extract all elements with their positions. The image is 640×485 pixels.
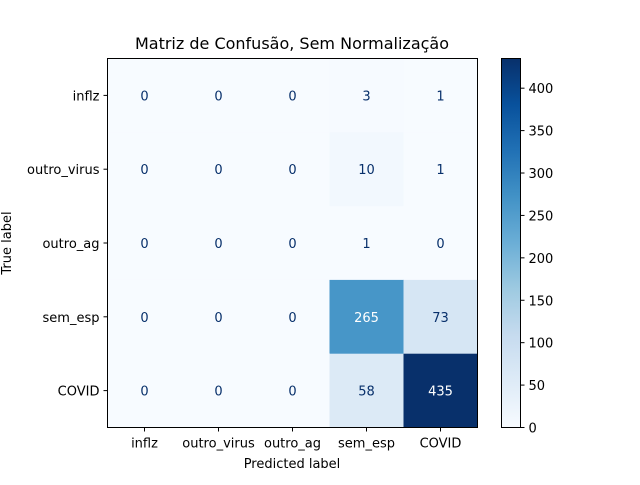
cell-value-label: 435 — [428, 385, 453, 400]
heatmap-cell — [107, 279, 182, 355]
cell-value-label: 3 — [362, 89, 370, 104]
colorbar-ticks: 0 50 100 150 200 250 300 350 400 — [520, 82, 554, 437]
y-tick-label: outro_ag — [42, 237, 99, 252]
cell-value-label: 0 — [140, 163, 148, 178]
cell-value-label: 73 — [432, 311, 449, 326]
y-tick-label: outro_virus — [27, 163, 100, 178]
cell-value-label: 0 — [214, 163, 222, 178]
cell-value-label: 0 — [140, 311, 148, 326]
colorbar — [501, 58, 521, 428]
colorbar-tick-label: 200 — [529, 252, 554, 267]
heatmap-cell — [181, 206, 256, 281]
heatmap-cell — [107, 353, 182, 428]
y-tick-label: inflz — [73, 89, 100, 104]
cell-value-label: 0 — [288, 385, 296, 400]
cell-value-label: 1 — [436, 163, 444, 178]
cell-value-label: 0 — [436, 237, 444, 252]
heatmap-cell — [255, 353, 330, 428]
cell-value-label: 1 — [436, 89, 444, 104]
x-tick-label: outro_virus — [182, 437, 255, 452]
heatmap-cell — [403, 58, 478, 133]
x-axis-ticks: inflz outro_virus outro_ag sem_esp COVID — [131, 427, 462, 452]
y-axis-label: True label — [0, 211, 15, 275]
heatmap-cell — [255, 279, 330, 355]
colorbar-tick-label: 350 — [529, 125, 554, 140]
cell-value-label: 0 — [288, 237, 296, 252]
heatmap-cell — [107, 132, 182, 207]
y-tick-label: sem_esp — [43, 311, 100, 326]
colorbar-tick-label: 250 — [529, 209, 554, 224]
heatmap-cell — [255, 58, 330, 133]
heatmap-cell — [255, 132, 330, 207]
colorbar-tick-label: 300 — [529, 167, 554, 182]
y-tick-label: COVID — [58, 385, 100, 400]
heatmap-cell — [181, 58, 256, 133]
cell-value-label: 0 — [140, 385, 148, 400]
heatmap-cell — [329, 353, 404, 428]
cell-value-labels: 0 0 0 3 10 0 0 10 10 0 0 1 00 0 0 265 730 0 0 58 435 — [140, 89, 453, 399]
cell-value-label: 0 — [214, 237, 222, 252]
heatmap-cell — [255, 206, 330, 281]
x-tick-label: inflz — [131, 437, 158, 452]
heatmap-cell — [403, 279, 478, 355]
x-axis-label: Predicted label — [244, 457, 341, 472]
heatmap-cells — [107, 58, 478, 428]
heatmap-cell — [403, 353, 478, 428]
cell-value-label: 0 — [214, 89, 222, 104]
colorbar-tick-label: 50 — [529, 379, 546, 394]
heatmap-cell — [107, 58, 182, 133]
heatmap-cell — [329, 58, 404, 133]
heatmap-cell — [181, 132, 256, 207]
heatmap-cell — [329, 132, 404, 207]
colorbar-tick-label: 0 — [529, 422, 537, 437]
cell-value-label: 0 — [214, 385, 222, 400]
heatmap-cell — [329, 206, 404, 281]
chart-title: Matriz de Confusão, Sem Normalização — [135, 34, 449, 53]
cell-value-label: 0 — [214, 311, 222, 326]
cell-value-label: 1 — [362, 237, 370, 252]
heatmap-cell — [181, 353, 256, 428]
x-tick-label: outro_ag — [264, 437, 321, 452]
x-tick-label: sem_esp — [338, 437, 395, 452]
colorbar-tick-label: 400 — [529, 82, 554, 97]
cell-value-label: 0 — [140, 237, 148, 252]
heatmap-cell — [403, 132, 478, 207]
heatmap-cell — [107, 206, 182, 281]
cell-value-label: 58 — [358, 385, 375, 400]
heatmap-cell — [403, 206, 478, 281]
cell-value-label: 0 — [140, 89, 148, 104]
cell-value-label: 0 — [288, 163, 296, 178]
cell-value-label: 10 — [358, 163, 375, 178]
colorbar-tick-label: 100 — [529, 337, 554, 352]
x-tick-label: COVID — [420, 437, 462, 452]
cell-value-label: 265 — [354, 311, 379, 326]
y-axis-ticks: inflz outro_virus outro_ag sem_esp COVID — [27, 89, 108, 400]
heatmap-cell — [329, 279, 404, 355]
colorbar-tick-label: 150 — [529, 294, 554, 309]
cell-value-label: 0 — [288, 311, 296, 326]
cell-value-label: 0 — [288, 89, 296, 104]
heatmap-cell — [181, 279, 256, 355]
